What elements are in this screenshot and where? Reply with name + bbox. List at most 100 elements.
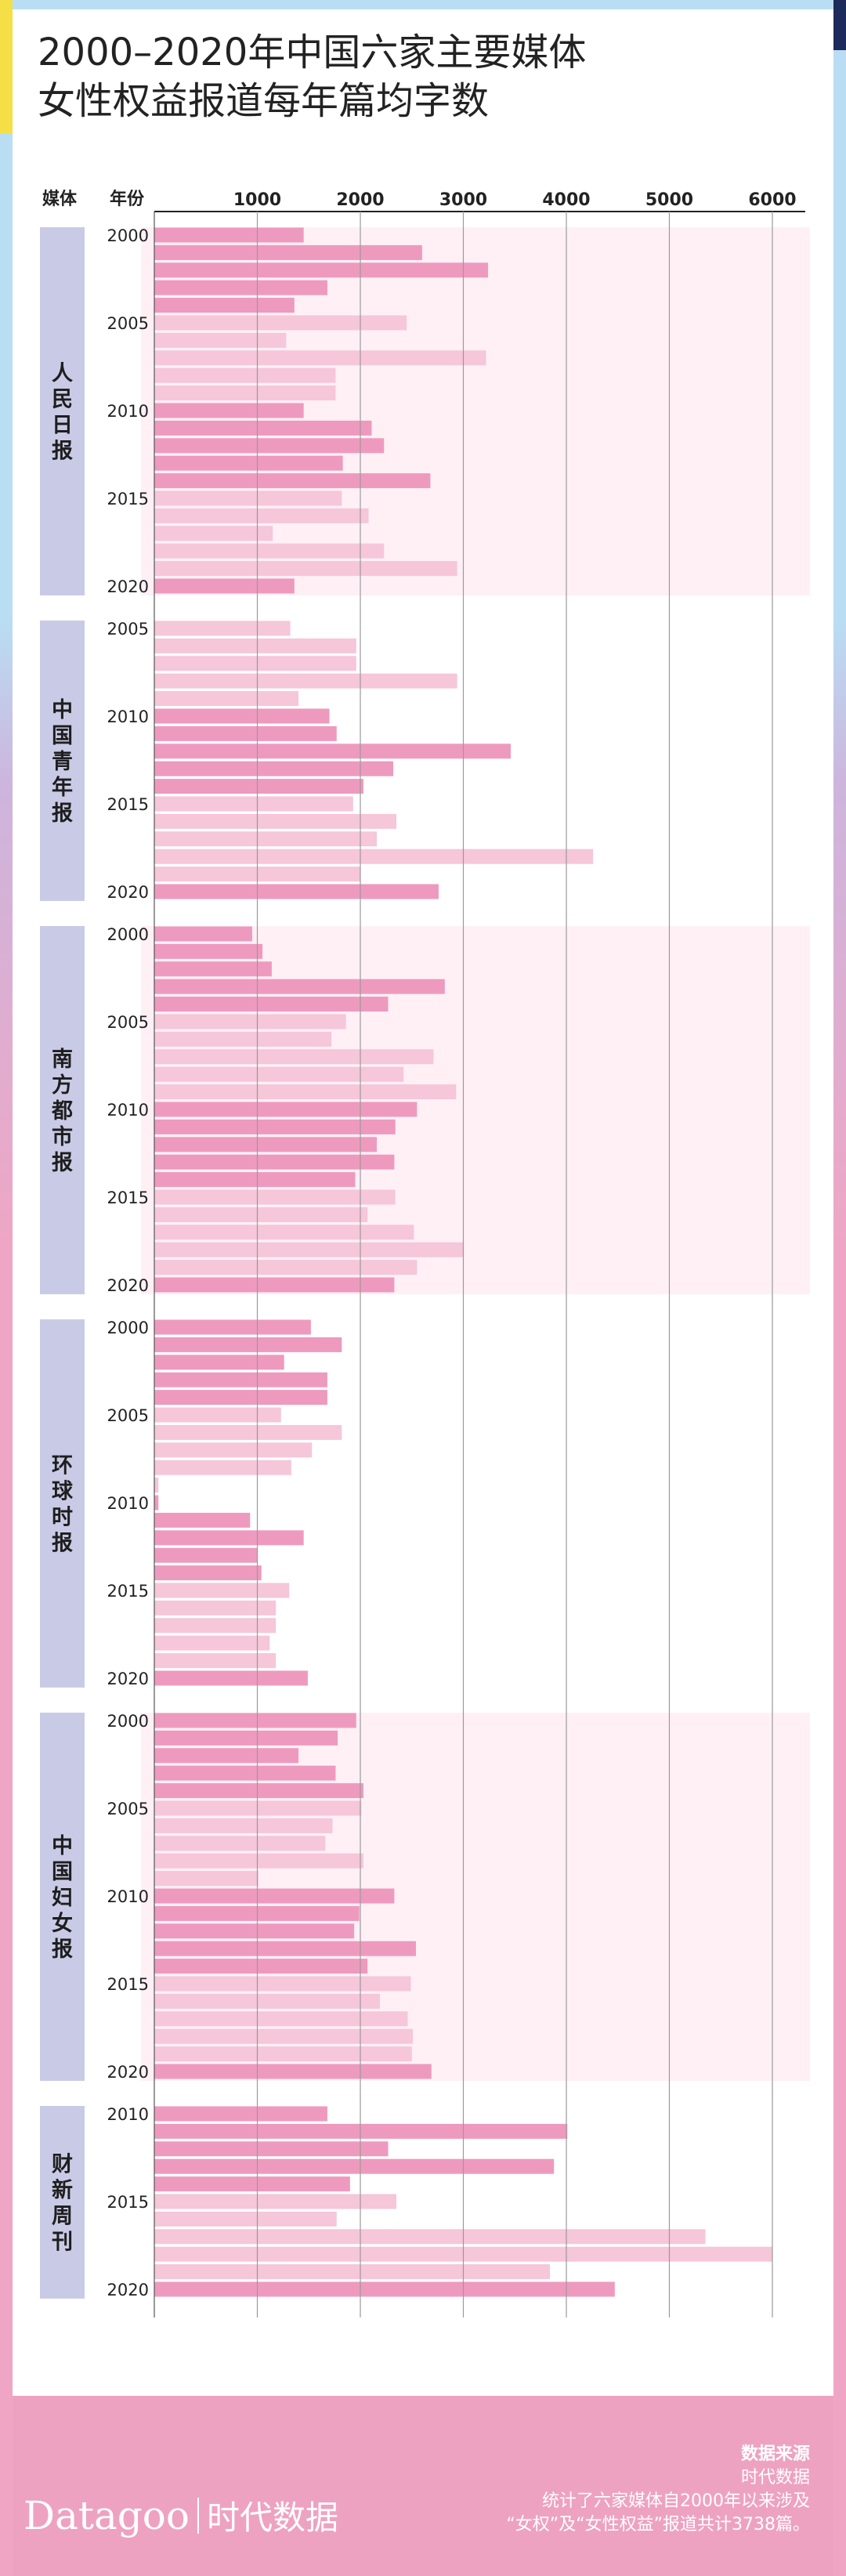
bar-2-2002 [154, 961, 272, 977]
bar-3-2003 [154, 1372, 327, 1387]
bar-2-2009 [154, 1084, 457, 1100]
year-label-4-2005: 2005 [107, 1800, 149, 1818]
year-label-3-2020: 2020 [107, 1670, 149, 1688]
bar-3-2016 [154, 1600, 277, 1615]
bar-2-2008 [154, 1066, 404, 1082]
top-color-bar [0, 0, 846, 9]
bar-4-2020 [154, 2064, 432, 2079]
title-line-2: 女性权益报道每年篇均字数 [38, 79, 490, 123]
bar-4-2019 [154, 2046, 412, 2062]
brand-logo: Datagoo 时代数据 [24, 2491, 338, 2539]
bar-1-2016 [154, 813, 397, 829]
bar-5-2016 [154, 2211, 337, 2227]
year-label-4-2015: 2015 [107, 1975, 149, 1994]
bar-2-2000 [154, 926, 252, 942]
bar-4-2017 [154, 2011, 408, 2027]
year-label-2-2015: 2015 [107, 1189, 149, 1207]
bar-5-2019 [154, 2264, 550, 2280]
bar-4-2016 [154, 1993, 380, 2009]
year-column-header: 年份 [110, 190, 145, 209]
bar-4-2010 [154, 1888, 395, 1904]
year-label-2-2020: 2020 [107, 1276, 149, 1295]
bar-4-2002 [154, 1748, 299, 1764]
bar-0-2007 [154, 350, 486, 366]
bar-1-2009 [154, 691, 299, 707]
logo-brand: Datagoo [24, 2493, 190, 2538]
bar-4-2006 [154, 1818, 333, 1833]
group-label-box-4 [40, 1713, 85, 2081]
bar-3-2014 [154, 1565, 262, 1581]
year-label-2-2010: 2010 [107, 1101, 149, 1120]
year-label-1-2015: 2015 [107, 795, 149, 814]
source-note-1: 统计了六家媒体自2000年以来涉及 [542, 2491, 810, 2511]
year-label-0-2010: 2010 [107, 402, 149, 421]
year-label-3-2000: 2000 [107, 1319, 149, 1337]
bar-0-2009 [154, 385, 336, 401]
group-label-layer [40, 227, 85, 2299]
bar-3-2018 [154, 1635, 270, 1651]
year-label-5-2010: 2010 [107, 2105, 149, 2124]
bar-4-2005 [154, 1800, 362, 1816]
bar-1-2014 [154, 779, 363, 794]
page-title: 2000–2020年中国六家主要媒体 女性权益报道每年篇均字数 [38, 28, 586, 125]
bar-0-2018 [154, 543, 385, 559]
bar-1-2015 [154, 796, 353, 812]
bar-3-2017 [154, 1618, 277, 1634]
bar-1-2007 [154, 656, 356, 671]
bar-3-2006 [154, 1424, 342, 1440]
bar-1-2012 [154, 743, 511, 759]
bar-0-2012 [154, 438, 385, 454]
text-layer: 1000 2000 3000 4000 5000 6000 人民日报 2000 2005 2010… [51, 190, 797, 2299]
bar-3-2002 [154, 1355, 284, 1370]
bar-4-2004 [154, 1783, 363, 1799]
bar-1-2013 [154, 761, 394, 776]
bar-0-2005 [154, 315, 407, 331]
bar-4-2007 [154, 1836, 326, 1851]
bar-3-2008 [154, 1460, 291, 1475]
group-label-5: 财新周刊 [52, 2153, 73, 2255]
bar-5-2010 [154, 2106, 327, 2122]
bar-1-2020 [154, 884, 439, 899]
bar-3-2010 [154, 1495, 159, 1511]
year-label-0-2020: 2020 [107, 577, 149, 596]
bar-5-2014 [154, 2176, 350, 2192]
bar-1-2010 [154, 708, 330, 724]
bar-5-2017 [154, 2229, 706, 2245]
year-label-0-2000: 2000 [107, 226, 149, 245]
bar-3-2019 [154, 1653, 277, 1669]
group-label-3: 环球时报 [52, 1454, 74, 1556]
bar-3-2000 [154, 1319, 311, 1335]
year-label-0-2015: 2015 [107, 490, 149, 508]
bar-0-2015 [154, 490, 342, 506]
bar-4-2013 [154, 1941, 417, 1956]
year-label-4-2020: 2020 [107, 2063, 149, 2082]
x-tick-label-6000: 6000 [748, 190, 796, 210]
bar-0-2014 [154, 473, 431, 489]
bar-4-2014 [154, 1959, 368, 1974]
bar-5-2012 [154, 2141, 389, 2157]
year-label-0-2005: 2005 [107, 314, 149, 333]
bar-0-2017 [154, 526, 273, 541]
source-name: 时代数据 [740, 2468, 810, 2487]
logo-cn: 时代数据 [207, 2498, 339, 2537]
bar-2-2003 [154, 979, 445, 994]
group-label-4: 中国妇女报 [52, 1834, 73, 1962]
right-color-strip [833, 0, 846, 2576]
bar-0-2016 [154, 508, 369, 523]
bar-2-2011 [154, 1119, 396, 1134]
bar-5-2020 [154, 2281, 615, 2297]
bar-2-2007 [154, 1049, 434, 1065]
year-label-1-2005: 2005 [107, 620, 149, 639]
year-label-5-2020: 2020 [107, 2281, 149, 2299]
bar-0-2000 [154, 227, 304, 243]
bar-4-2018 [154, 2028, 414, 2044]
bar-chart: 1000 2000 3000 4000 5000 6000 人民日报 2000 2005 2010… [40, 190, 810, 2317]
bar-3-2005 [154, 1407, 281, 1423]
year-label-3-2010: 2010 [107, 1494, 149, 1513]
bar-2-2001 [154, 943, 263, 959]
data-source: 数据来源 时代数据 统计了六家媒体自2000年以来涉及 “女权”及“女性权益”报… [506, 2443, 810, 2537]
bar-1-2017 [154, 831, 378, 847]
bar-3-2015 [154, 1583, 290, 1598]
bar-2-2016 [154, 1207, 368, 1222]
bar-1-2008 [154, 673, 457, 689]
